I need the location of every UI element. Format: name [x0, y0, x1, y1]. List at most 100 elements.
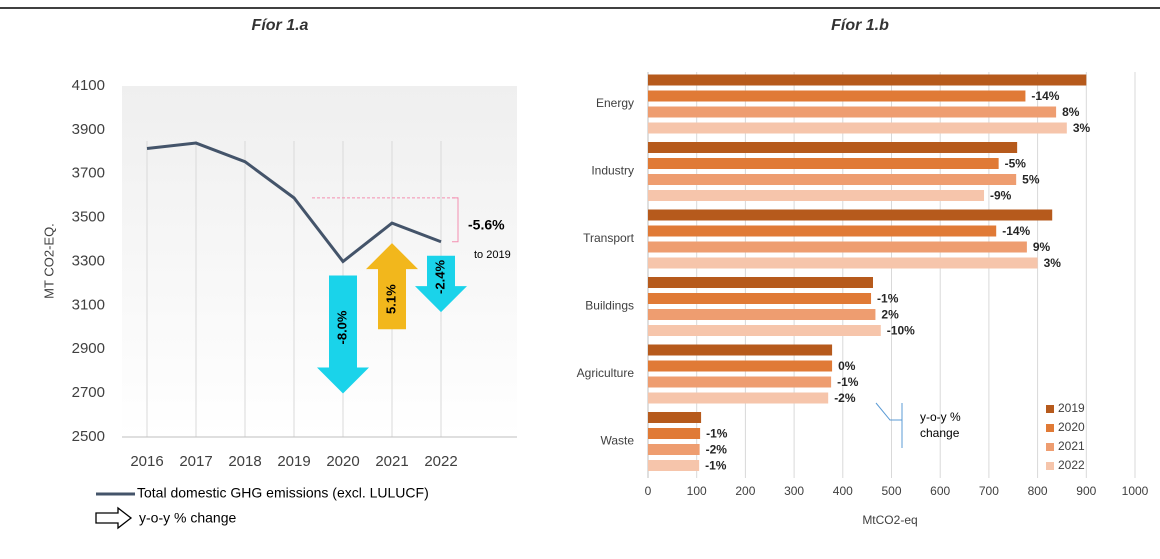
bar — [648, 460, 700, 471]
bar — [648, 376, 832, 388]
y-tick-label: Waste — [600, 434, 634, 448]
line-series — [146, 141, 442, 264]
legend-label: 2021 — [1058, 439, 1085, 453]
chart-title: Fíor 1.b — [831, 17, 889, 34]
plot-background — [122, 86, 517, 437]
bar — [648, 309, 876, 320]
bar — [648, 293, 872, 304]
annotation: y-o-y % change — [920, 410, 961, 440]
y-tick-label: Transport — [583, 231, 635, 245]
bar — [648, 225, 997, 237]
bar — [648, 360, 833, 372]
annotation: -5.6% — [468, 217, 505, 233]
change-label: -8.0% — [334, 310, 349, 344]
legend-swatch — [1046, 424, 1054, 432]
bar — [648, 106, 1057, 118]
annotation-line: change — [920, 426, 960, 440]
change-label: 2% — [881, 308, 899, 322]
y-tick-label: 3300 — [72, 252, 105, 269]
x-tick-label: 2018 — [228, 453, 261, 470]
x-tick-label: 2019 — [277, 453, 310, 470]
x-tick-label: 700 — [979, 484, 999, 498]
legend-arrow — [95, 506, 133, 530]
x-tick-label: 2020 — [326, 453, 359, 470]
y-tick-label: 2700 — [72, 384, 105, 401]
chart-title: Fíor 1.a — [252, 17, 309, 34]
x-tick-label: 400 — [833, 484, 853, 498]
change-label: 0% — [838, 359, 856, 373]
x-tick-label: 300 — [784, 484, 804, 498]
change-label: 5.1% — [383, 284, 398, 314]
bar — [648, 428, 701, 439]
annotation: to 2019 — [474, 249, 511, 261]
change-label: -9% — [990, 189, 1012, 203]
legend-label: y-o-y % change — [139, 510, 236, 526]
y-tick-label: 4100 — [72, 77, 105, 94]
bar — [648, 444, 700, 455]
y-tick-label: 2500 — [72, 428, 105, 445]
bar — [648, 392, 829, 404]
change-label: -1% — [705, 459, 727, 473]
change-arrow — [317, 275, 369, 394]
y-tick-label: 2900 — [72, 340, 105, 357]
x-tick-label: 2021 — [375, 453, 408, 470]
y-tick-label: Energy — [596, 96, 634, 110]
bar — [648, 277, 873, 288]
bar — [648, 325, 881, 336]
legend-label: 2020 — [1058, 420, 1085, 434]
x-tick-label: 900 — [1076, 484, 1096, 498]
bar — [648, 74, 1087, 86]
y-tick-label: 3700 — [72, 165, 105, 182]
change-label: -2% — [706, 443, 728, 457]
bar — [648, 174, 1017, 185]
legend-label: Total domestic GHG emissions (excl. LULU… — [137, 485, 429, 501]
change-label: 9% — [1033, 240, 1051, 254]
y-tick-label: 3900 — [72, 121, 105, 138]
change-label: 5% — [1022, 173, 1040, 187]
x-tick-label: 200 — [735, 484, 755, 498]
bar — [648, 257, 1038, 269]
bracket — [452, 197, 459, 243]
x-tick-label: 2017 — [179, 453, 212, 470]
annotation-line: y-o-y % — [920, 410, 961, 424]
change-label: -10% — [887, 324, 915, 338]
bracket — [875, 402, 903, 448]
x-tick-label: 2016 — [130, 453, 163, 470]
change-label: -14% — [1002, 224, 1030, 238]
change-arrow — [415, 255, 467, 313]
bar — [648, 90, 1026, 102]
x-tick-label: 1000 — [1122, 484, 1149, 498]
x-tick-label: 500 — [881, 484, 901, 498]
bar — [648, 344, 833, 356]
bar — [648, 158, 999, 169]
change-label: 3% — [1044, 256, 1062, 270]
legend-label: 2022 — [1058, 458, 1085, 472]
change-label: 8% — [1062, 105, 1080, 119]
change-label: -1% — [877, 292, 899, 306]
y-tick-label: Buildings — [585, 299, 634, 313]
bar — [648, 142, 1018, 153]
x-tick-label: 800 — [1028, 484, 1048, 498]
x-tick-label: 600 — [930, 484, 950, 498]
bar — [648, 412, 702, 423]
y-axis-label: MT CO2-EQ. — [41, 223, 56, 299]
change-label: -5% — [1005, 157, 1027, 171]
x-tick-label: 2022 — [424, 453, 457, 470]
bar — [648, 209, 1053, 221]
change-label: -1% — [706, 427, 728, 441]
change-label: -1% — [837, 375, 859, 389]
y-tick-label: Agriculture — [577, 366, 635, 380]
legend-label: 2019 — [1058, 401, 1085, 415]
change-label: -14% — [1031, 89, 1059, 103]
x-axis-label: MtCO2-eq — [862, 513, 917, 527]
y-tick-label: Industry — [591, 164, 634, 178]
y-tick-label: 3100 — [72, 296, 105, 313]
bar — [648, 122, 1067, 134]
change-arrow — [366, 243, 418, 330]
change-label: -2% — [834, 391, 856, 405]
legend-swatch — [1046, 443, 1054, 451]
x-tick-label: 100 — [687, 484, 707, 498]
change-label: 3% — [1073, 121, 1091, 135]
x-tick-label: 0 — [645, 484, 652, 498]
